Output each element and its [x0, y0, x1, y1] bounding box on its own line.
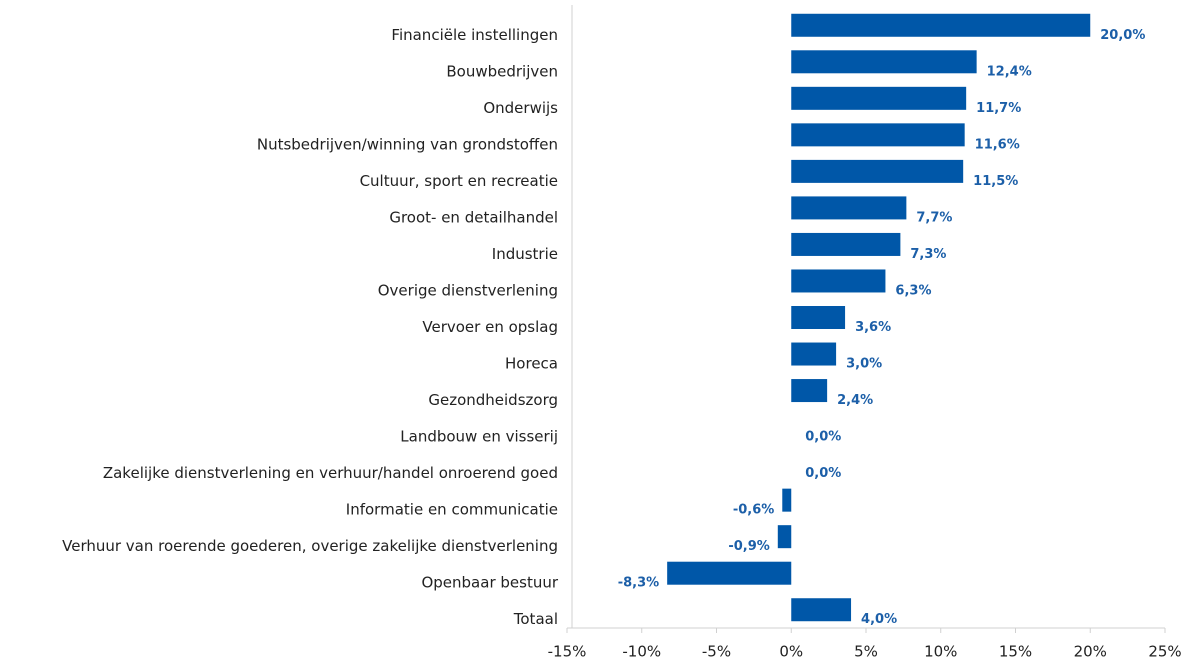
bar [791, 196, 907, 220]
value-label: 3,6% [855, 320, 891, 335]
x-tick-label: -5% [702, 643, 731, 660]
bar [791, 50, 977, 74]
y-tick-label: Bouwbedrijven [446, 62, 558, 80]
y-tick-label: Nutsbedrijven/winning van grondstoffen [257, 135, 558, 153]
y-tick-label: Openbaar bestuur [421, 574, 558, 592]
y-tick-label: Cultuur, sport en recreatie [360, 172, 558, 190]
value-label: 11,5% [973, 174, 1018, 189]
value-label: 20,0% [1100, 28, 1145, 43]
x-tick-label: 10% [924, 643, 957, 660]
bar [782, 488, 792, 512]
bar [791, 159, 964, 183]
y-tick-label: Financiële instellingen [391, 26, 558, 44]
x-tick-label: 15% [999, 643, 1032, 660]
bar [791, 269, 886, 293]
y-tick-label: Verhuur van roerende goederen, overige z… [62, 537, 558, 555]
y-tick-label: Vervoer en opslag [422, 318, 558, 336]
value-label: 11,7% [976, 101, 1021, 116]
bar [791, 123, 965, 147]
y-tick-label: Onderwijs [483, 99, 558, 117]
bar [791, 342, 837, 366]
value-label: 0,0% [805, 466, 841, 481]
x-tick-label: 20% [1074, 643, 1107, 660]
y-tick-label: Groot- en detailhandel [389, 208, 558, 226]
x-tick-label: -10% [622, 643, 661, 660]
bar [791, 13, 1091, 37]
y-tick-label: Totaal [513, 610, 558, 628]
value-label: 0,0% [805, 430, 841, 445]
value-label: 12,4% [987, 64, 1032, 79]
value-label: -0,6% [733, 503, 774, 518]
x-tick-label: -15% [548, 643, 587, 660]
y-tick-label: Landbouw en visserij [400, 428, 558, 446]
y-tick-label: Overige dienstverlening [378, 281, 558, 299]
x-tick-label: 0% [779, 643, 803, 660]
bar [791, 598, 852, 622]
y-tick-label: Gezondheidszorg [428, 391, 558, 409]
value-label: 2,4% [837, 393, 873, 408]
value-label: 7,7% [916, 210, 952, 225]
bar [777, 525, 792, 549]
value-label: 7,3% [910, 247, 946, 262]
y-tick-label: Informatie en communicatie [346, 501, 558, 519]
y-tick-label: Horeca [505, 355, 558, 373]
value-label: 4,0% [861, 612, 897, 627]
bar [667, 561, 792, 585]
value-label: -0,9% [728, 539, 769, 554]
bar [791, 379, 828, 403]
y-tick-label: Zakelijke dienstverlening en verhuur/han… [103, 464, 558, 482]
value-label: 11,6% [975, 137, 1020, 152]
value-label: 3,0% [846, 357, 882, 372]
value-label: -8,3% [618, 576, 659, 591]
x-tick-label: 5% [854, 643, 878, 660]
x-tick-label: 25% [1148, 643, 1181, 660]
bar [791, 306, 846, 329]
y-tick-label: Industrie [492, 245, 558, 263]
bar [791, 232, 901, 256]
bar [791, 86, 967, 110]
value-label: 6,3% [895, 283, 931, 298]
